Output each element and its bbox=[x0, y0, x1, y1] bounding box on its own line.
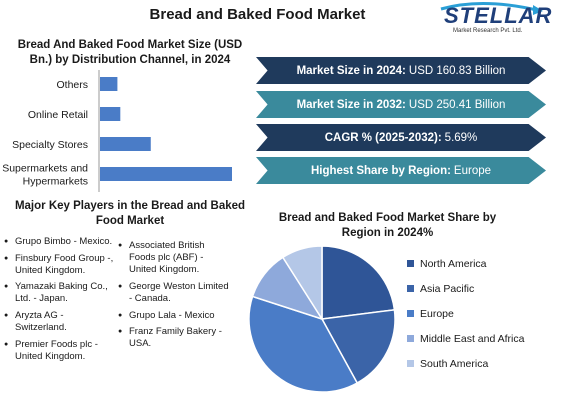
distribution-channel-bar-chart: Others Online Retail Specialty Stores Super… bbox=[2, 70, 232, 192]
key-players-list-1: Grupo Bimbo - Mexico. Finsbury Food Grou… bbox=[4, 236, 116, 367]
pie-legend: North America Asia Pacific Europe Middle Ea… bbox=[407, 251, 524, 376]
bar-2 bbox=[100, 137, 151, 151]
pie-slice-europe bbox=[248, 295, 359, 393]
company-logo: STELLAR Market Research Pvt. Ltd. bbox=[433, 1, 553, 39]
stat-label: Highest Share by Region: bbox=[310, 164, 451, 177]
bar-chart-title: Bread And Baked Food Market Size (USD Bn… bbox=[17, 39, 243, 66]
legend-swatch bbox=[407, 285, 414, 292]
stat-market-size-2024: Market Size in 2024: USD 160.83 Billion bbox=[256, 57, 546, 84]
pie-slice-north-america bbox=[321, 245, 396, 320]
stat-value: Europe bbox=[453, 164, 492, 177]
legend-swatch bbox=[407, 360, 414, 367]
legend-item: North America bbox=[407, 251, 524, 276]
stat-value: USD 250.41 Billion bbox=[408, 98, 506, 111]
legend-item: Asia Pacific bbox=[407, 276, 524, 301]
list-item: Finsbury Food Group -, United Kingdom. bbox=[4, 253, 116, 277]
page-title: Bread and Baked Food Market bbox=[149, 6, 366, 23]
list-item: Associated British Foods plc (ABF) - Uni… bbox=[118, 240, 232, 277]
list-item: Yamazaki Baking Co., Ltd. - Japan. bbox=[4, 281, 116, 305]
stat-highest-share-region: Highest Share by Region: Europe bbox=[256, 157, 546, 184]
legend-item: South America bbox=[407, 351, 524, 376]
bar-1 bbox=[100, 107, 121, 121]
bar-category-label: Specialty Stores bbox=[12, 139, 88, 151]
pie-chart-title: Bread and Baked Food Market Share by Reg… bbox=[278, 212, 497, 239]
legend-label: Europe bbox=[420, 307, 454, 320]
legend-item: Europe bbox=[407, 301, 524, 326]
bar-category-label: Supermarkets and Hypermarkets bbox=[2, 163, 88, 188]
stat-market-size-2032: Market Size in 2032: USD 250.41 Billion bbox=[256, 91, 546, 118]
key-players-list-2: Associated British Foods plc (ABF) - Uni… bbox=[118, 240, 232, 355]
list-item: Premier Foods plc - United Kingdom. bbox=[4, 339, 116, 363]
stat-value: 5.69% bbox=[444, 131, 478, 144]
legend-swatch bbox=[407, 335, 414, 342]
key-players-title: Major Key Players in the Bread and Baked… bbox=[14, 200, 246, 227]
logo-wordmark: STELLAR bbox=[444, 3, 553, 28]
bar-0 bbox=[100, 77, 118, 91]
legend-label: Asia Pacific bbox=[420, 282, 475, 295]
bar-category-label: Others bbox=[56, 79, 88, 91]
logo-tagline: Market Research Pvt. Ltd. bbox=[453, 28, 523, 34]
list-item: Franz Family Bakery - USA. bbox=[118, 326, 232, 350]
stat-value: USD 160.83 Billion bbox=[408, 64, 506, 77]
list-item: Grupo Bimbo - Mexico. bbox=[4, 236, 116, 248]
bar-3 bbox=[100, 167, 232, 181]
stat-label: CAGR % (2025-2032): bbox=[324, 131, 442, 144]
pie-slice-asia-pacific bbox=[320, 309, 396, 384]
stat-cagr: CAGR % (2025-2032): 5.69% bbox=[256, 124, 546, 151]
stat-label: Market Size in 2032: bbox=[296, 98, 406, 111]
bar-category-label: Online Retail bbox=[28, 109, 88, 121]
legend-label: North America bbox=[420, 257, 487, 270]
legend-swatch bbox=[407, 310, 414, 317]
pie-slice-south-america bbox=[281, 245, 323, 322]
legend-label: South America bbox=[420, 357, 489, 370]
stat-label: Market Size in 2024: bbox=[296, 64, 406, 77]
list-item: Aryzta AG - Switzerland. bbox=[4, 310, 116, 334]
legend-swatch bbox=[407, 260, 414, 267]
list-item: George Weston Limited - Canada. bbox=[118, 281, 232, 305]
logo-swoosh-icon bbox=[440, 1, 543, 15]
list-item: Grupo Lala - Mexico bbox=[118, 310, 232, 322]
legend-label: Middle East and Africa bbox=[420, 332, 525, 345]
region-share-pie-chart bbox=[248, 245, 396, 393]
legend-item: Middle East and Africa bbox=[407, 326, 524, 351]
